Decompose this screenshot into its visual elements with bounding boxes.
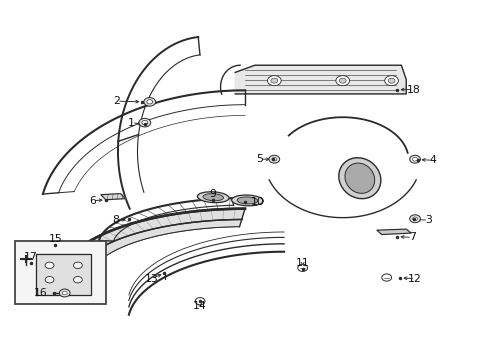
Circle shape [45,276,54,283]
Text: 10: 10 [251,197,265,207]
Circle shape [74,276,82,283]
Circle shape [385,76,398,86]
Text: 14: 14 [193,301,207,311]
Circle shape [410,155,420,163]
Polygon shape [59,209,245,278]
Circle shape [336,76,349,86]
Circle shape [74,262,82,269]
Polygon shape [377,229,411,234]
Circle shape [45,262,54,269]
Circle shape [62,291,67,295]
Text: 5: 5 [256,154,263,164]
FancyBboxPatch shape [15,241,106,304]
Circle shape [382,274,392,281]
Circle shape [147,100,153,104]
Text: 1: 1 [128,118,135,128]
Text: 4: 4 [430,155,437,165]
Circle shape [59,289,70,297]
Text: 13: 13 [145,274,158,284]
Text: 7: 7 [409,232,416,242]
Text: 18: 18 [407,85,420,95]
Polygon shape [235,65,406,94]
Polygon shape [101,194,125,200]
Text: 11: 11 [296,258,310,268]
Ellipse shape [237,197,258,204]
Circle shape [139,118,151,127]
Text: 2: 2 [114,96,121,106]
Text: 15: 15 [49,234,62,244]
Ellipse shape [345,163,375,193]
Ellipse shape [203,194,223,201]
Circle shape [144,98,156,106]
Text: 6: 6 [89,196,96,206]
Circle shape [269,155,280,163]
Circle shape [271,78,278,83]
Ellipse shape [339,158,381,199]
Circle shape [410,215,420,223]
Text: 16: 16 [34,288,48,298]
Circle shape [195,298,205,305]
Ellipse shape [197,192,229,203]
Circle shape [272,157,277,161]
Circle shape [339,78,346,83]
Text: 9: 9 [210,189,217,199]
Circle shape [298,264,308,271]
Ellipse shape [232,195,263,206]
Text: 3: 3 [425,215,432,225]
Circle shape [388,78,395,83]
Circle shape [142,121,148,125]
Text: 17: 17 [24,252,38,262]
Text: 12: 12 [408,274,422,284]
Circle shape [413,217,417,221]
Circle shape [413,157,417,161]
Circle shape [268,76,281,86]
Polygon shape [36,253,91,296]
Text: 8: 8 [112,215,119,225]
